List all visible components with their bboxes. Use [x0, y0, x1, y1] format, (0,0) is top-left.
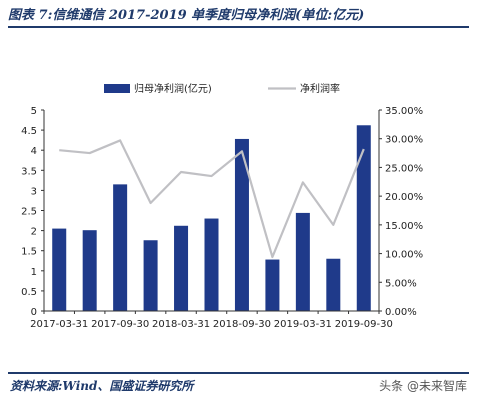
x-tick-label: 2018-09-30	[213, 319, 271, 330]
left-tick-label: 2	[31, 227, 37, 238]
line-series	[59, 139, 365, 259]
bar-2017-06-30	[82, 230, 97, 311]
source-note: 资料来源:Wind、国盛证券研究所	[10, 379, 194, 393]
bar-2017-09-30	[113, 184, 128, 311]
legend-bar-label: 归母净利润(亿元)	[134, 82, 212, 95]
left-tick-label: 3.5	[21, 166, 37, 177]
bar-2017-12-31	[143, 240, 158, 311]
right-tick-label: 35.00%	[385, 106, 423, 117]
left-tick-label: 5	[31, 106, 37, 117]
left-tick-label: 2.5	[21, 207, 37, 218]
bar-2018-09-30	[234, 138, 249, 311]
right-tick-label: 30.00%	[385, 135, 423, 146]
x-tick-label: 2019-03-31	[274, 319, 332, 330]
bar-2018-06-30	[204, 218, 219, 311]
title-divider	[8, 26, 469, 28]
axes: 0 0.5 1 1.5 2 2.5 3 3.5 4 4.5 5 0.00% 5.00% 10.00% 15.…	[21, 106, 423, 330]
chart-title: 图表 7:信维通信 2017-2019 单季度归母净利润(单位:亿元)	[8, 8, 365, 23]
bar-2019-09-30	[356, 125, 371, 311]
right-tick-label: 25.00%	[385, 163, 423, 174]
left-tick-label: 0	[31, 307, 37, 318]
x-tick-label: 2019-09-30	[335, 319, 393, 330]
left-tick-label: 3	[31, 186, 37, 197]
bar-2018-12-31	[265, 259, 280, 311]
legend-line-label: 净利润率	[300, 82, 340, 95]
x-tick-label: 2017-09-30	[91, 319, 149, 330]
right-tick-label: 15.00%	[385, 221, 423, 232]
bar-2017-03-31	[52, 228, 67, 311]
left-tick-label: 1.5	[21, 247, 37, 258]
bar-2018-03-31	[174, 225, 189, 311]
x-tick-label: 2018-03-31	[152, 319, 210, 330]
right-tick-label: 5.00%	[385, 278, 417, 289]
left-tick-label: 4.5	[21, 126, 37, 137]
legend-bar-swatch	[104, 84, 130, 93]
bar-2019-06-30	[326, 258, 341, 311]
left-tick-label: 4	[31, 146, 37, 157]
left-tick-label: 1	[31, 267, 37, 278]
legend: 归母净利润(亿元) 净利润率	[104, 82, 340, 95]
watermark: 头条 @未来智库	[379, 379, 467, 393]
source-divider	[8, 372, 469, 374]
x-tick-label: 2017-03-31	[30, 319, 88, 330]
bar-2019-03-31	[295, 212, 310, 311]
left-tick-label: 0.5	[21, 287, 37, 298]
bar-series	[52, 125, 371, 311]
right-tick-label: 0.00%	[385, 307, 417, 318]
right-tick-label: 10.00%	[385, 250, 423, 261]
right-tick-label: 20.00%	[385, 192, 423, 203]
